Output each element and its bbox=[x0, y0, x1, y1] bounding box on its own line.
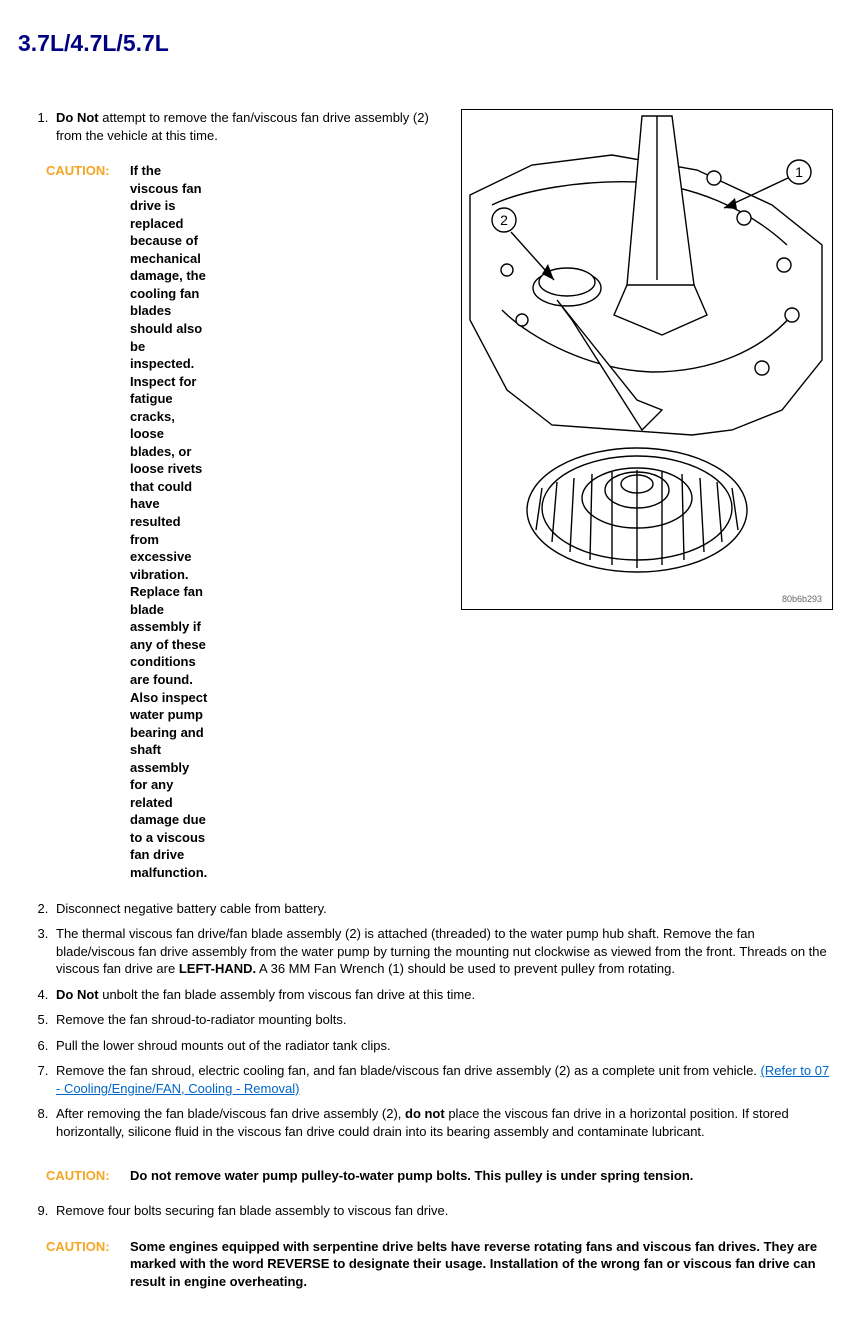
step-text: Remove the fan shroud, electric cooling … bbox=[56, 1063, 761, 1078]
caution-label: CAUTION: bbox=[46, 162, 122, 881]
content: 1 2 80b6b293 Do Not attempt to remove th… bbox=[18, 109, 833, 1290]
step-list-2: Disconnect negative battery cable from b… bbox=[18, 900, 833, 1141]
caution-text: Some engines equipped with serpentine dr… bbox=[130, 1238, 833, 1291]
step-3: The thermal viscous fan drive/fan blade … bbox=[52, 925, 833, 978]
step-6: Pull the lower shroud mounts out of the … bbox=[52, 1037, 833, 1055]
step-8: After removing the fan blade/viscous fan… bbox=[52, 1105, 833, 1140]
step-text: attempt to remove the fan/viscous fan dr… bbox=[56, 110, 429, 143]
step-text: do not bbox=[405, 1106, 445, 1121]
step-text: LEFT-HAND. bbox=[179, 961, 256, 976]
step-5: Remove the fan shroud-to-radiator mounti… bbox=[52, 1011, 833, 1029]
step-text: Do Not bbox=[56, 110, 99, 125]
step-text: Pull the lower shroud mounts out of the … bbox=[56, 1038, 391, 1053]
svg-text:1: 1 bbox=[795, 164, 803, 180]
step-text: Remove four bolts securing fan blade ass… bbox=[56, 1203, 448, 1218]
figure-id: 80b6b293 bbox=[782, 594, 822, 604]
callout-1: 1 bbox=[724, 160, 811, 209]
caution-3: CAUTION: Some engines equipped with serp… bbox=[46, 1238, 833, 1291]
step-text: Disconnect negative battery cable from b… bbox=[56, 901, 327, 916]
caution-label: CAUTION: bbox=[46, 1238, 122, 1291]
step-4: Do Not unbolt the fan blade assembly fro… bbox=[52, 986, 833, 1004]
step-2: Disconnect negative battery cable from b… bbox=[52, 900, 833, 918]
svg-text:2: 2 bbox=[500, 212, 508, 228]
caution-text: If the viscous fan drive is replaced bec… bbox=[130, 162, 207, 881]
caution-label: CAUTION: bbox=[46, 1167, 122, 1185]
step-7: Remove the fan shroud, electric cooling … bbox=[52, 1062, 833, 1097]
step-9: Remove four bolts securing fan blade ass… bbox=[52, 1202, 833, 1220]
step-text: A 36 MM Fan Wrench (1) should be used to… bbox=[256, 961, 675, 976]
caution-text: Do not remove water pump pulley-to-water… bbox=[130, 1167, 833, 1185]
caution-1: CAUTION: If the viscous fan drive is rep… bbox=[46, 162, 447, 881]
page-title: 3.7L/4.7L/5.7L bbox=[18, 30, 833, 57]
caution-2: CAUTION: Do not remove water pump pulley… bbox=[46, 1167, 833, 1185]
step-text: unbolt the fan blade assembly from visco… bbox=[99, 987, 475, 1002]
figure-svg: 1 2 80b6b293 bbox=[462, 110, 830, 607]
figure: 1 2 80b6b293 bbox=[461, 109, 833, 610]
step-list-3: Remove four bolts securing fan blade ass… bbox=[18, 1202, 833, 1220]
step-text: After removing the fan blade/viscous fan… bbox=[56, 1106, 405, 1121]
step-text: Remove the fan shroud-to-radiator mounti… bbox=[56, 1012, 347, 1027]
step-text: Do Not bbox=[56, 987, 99, 1002]
